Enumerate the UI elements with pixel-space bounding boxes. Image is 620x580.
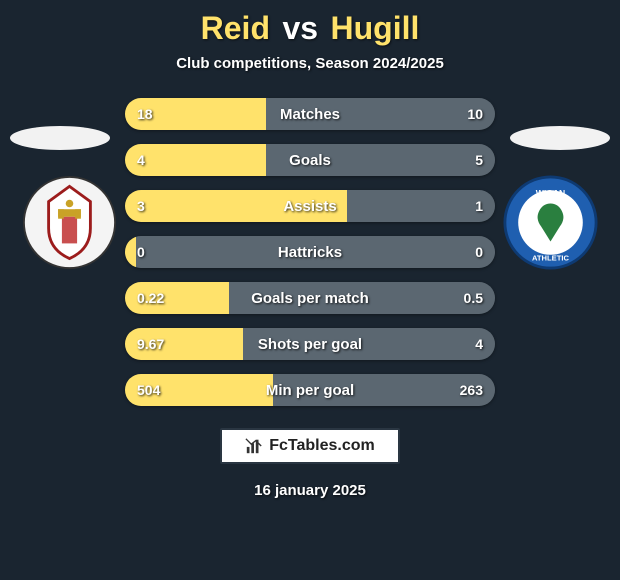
stat-row: 0.220.5Goals per match (125, 282, 495, 314)
stat-label: Matches (125, 98, 495, 130)
stat-label: Goals (125, 144, 495, 176)
svg-text:WIGAN: WIGAN (536, 188, 565, 198)
stat-label: Shots per goal (125, 328, 495, 360)
stat-row: 31Assists (125, 190, 495, 222)
comparison-title: Reid vs Hugill (0, 0, 620, 47)
brand-text: FcTables.com (269, 437, 375, 455)
team-badge-left (22, 175, 117, 270)
left-shadow-oval (10, 126, 110, 150)
date-text: 16 january 2025 (0, 482, 620, 499)
right-shadow-oval (510, 126, 610, 150)
stat-row: 504263Min per goal (125, 374, 495, 406)
wigan-crest-icon: WIGAN ATHLETIC (503, 175, 598, 270)
player-left-name: Reid (201, 10, 270, 46)
player-right-name: Hugill (330, 10, 419, 46)
brand-box[interactable]: FcTables.com (220, 428, 400, 464)
stat-label: Hattricks (125, 236, 495, 268)
team-badge-right: WIGAN ATHLETIC (503, 175, 598, 270)
stevenage-crest-icon (22, 175, 117, 270)
stat-row: 1810Matches (125, 98, 495, 130)
stat-label: Min per goal (125, 374, 495, 406)
svg-text:ATHLETIC: ATHLETIC (532, 254, 569, 263)
stat-row: 00Hattricks (125, 236, 495, 268)
stat-label: Assists (125, 190, 495, 222)
stat-row: 45Goals (125, 144, 495, 176)
subtitle: Club competitions, Season 2024/2025 (0, 55, 620, 72)
stat-row: 9.674Shots per goal (125, 328, 495, 360)
stats-bars: 1810Matches 45Goals 31Assists 00Hattricks 0.… (125, 98, 495, 406)
bar-chart-icon (245, 437, 263, 455)
stat-label: Goals per match (125, 282, 495, 314)
title-vs: vs (282, 10, 318, 46)
